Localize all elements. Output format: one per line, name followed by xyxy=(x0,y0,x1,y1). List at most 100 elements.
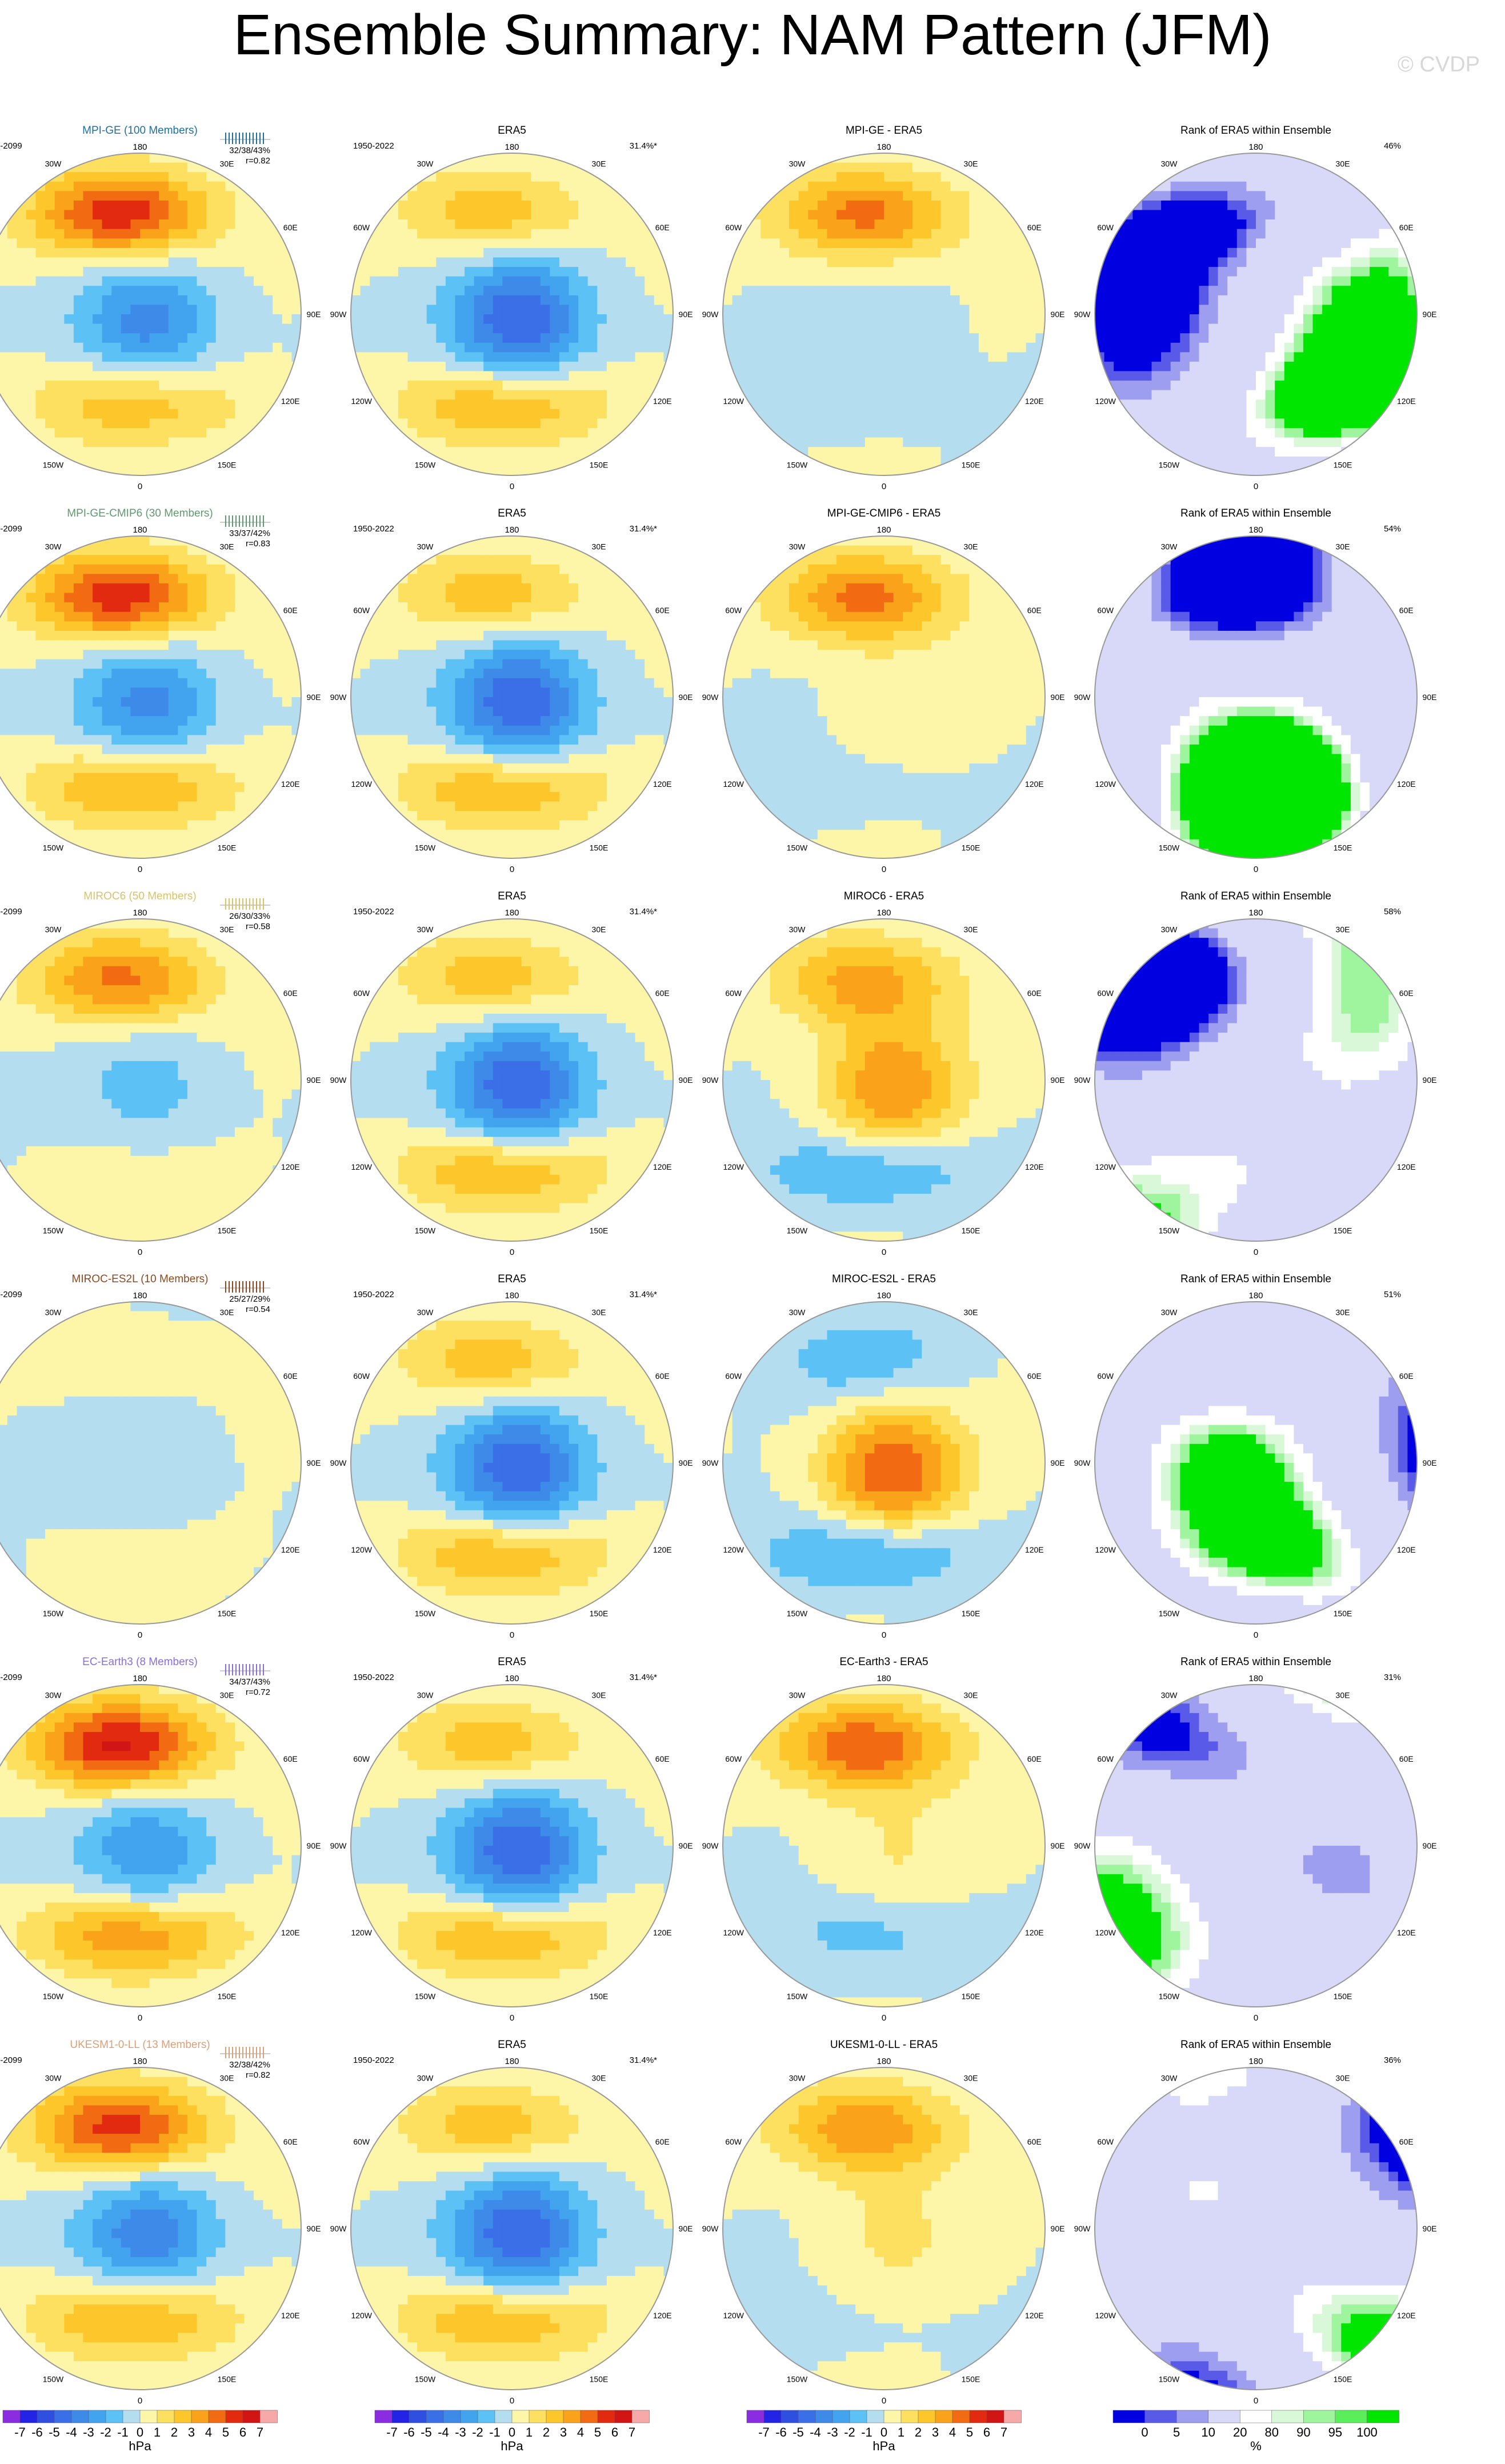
panel-title-rank: Rank of ERA5 within Ensemble xyxy=(1180,507,1331,519)
lon-label-west: 150W xyxy=(1159,843,1180,852)
lon-label-west: 120W xyxy=(723,397,744,406)
lon-label-west: 30W xyxy=(417,1691,434,1700)
rank-percent: 36% xyxy=(1384,2055,1401,2065)
lon-label-east: 90E xyxy=(1051,1841,1065,1850)
lon-label-east: 60E xyxy=(655,606,670,615)
lon-label-bottom: 0 xyxy=(1254,482,1258,491)
map-field xyxy=(1095,153,1418,476)
lon-label-east: 120E xyxy=(1025,779,1044,789)
map-field xyxy=(723,2067,1046,2390)
period-label: 1950-2022 xyxy=(353,1290,394,1299)
lon-label-west: 120W xyxy=(1095,397,1116,406)
lon-label-east: 60E xyxy=(1027,989,1042,998)
lon-label-top: 180 xyxy=(1248,2057,1263,2066)
colorbar-tick: 5 xyxy=(222,2425,229,2439)
lon-label-top: 180 xyxy=(505,1291,519,1301)
colorbar-swatch xyxy=(867,2410,884,2423)
lon-label-west: 120W xyxy=(0,779,1,789)
map-field xyxy=(0,919,302,1242)
lon-label-west: 90W xyxy=(330,1841,347,1850)
colorbar-swatch xyxy=(191,2410,209,2423)
lon-label-bottom: 0 xyxy=(882,1247,886,1257)
map-panel-r3-c1: 1800150W150E120W120E90W90E60W60E30W30EMI… xyxy=(0,890,321,1257)
lon-label-top: 180 xyxy=(1248,525,1263,535)
colorbar-tick: -7 xyxy=(386,2425,398,2439)
colorbar-tick: 2 xyxy=(915,2425,922,2439)
colorbar-tick: 20 xyxy=(1233,2425,1247,2439)
lon-label-west: 30W xyxy=(45,1691,62,1700)
lon-label-west: 150W xyxy=(43,1609,64,1618)
lon-label-east: 60E xyxy=(1399,223,1414,232)
map-field xyxy=(1095,1685,1418,2007)
lon-label-east: 90E xyxy=(1423,1075,1437,1085)
map-field xyxy=(723,919,1046,1242)
lon-label-east: 30E xyxy=(220,925,234,934)
lon-label-west: 150W xyxy=(415,460,436,469)
lon-label-east: 150E xyxy=(590,2374,609,2383)
panel-title-obs: ERA5 xyxy=(498,2039,526,2051)
lon-label-west: 150W xyxy=(1159,460,1180,469)
lon-label-east: 60E xyxy=(1027,1754,1042,1763)
map-field xyxy=(1095,2067,1418,2390)
lon-label-east: 30E xyxy=(220,1308,234,1317)
copyright-label: © CVDP xyxy=(1398,53,1480,77)
lon-label-east: 150E xyxy=(962,1609,980,1618)
map-field xyxy=(351,1685,674,2007)
ensemble-spread-icon xyxy=(220,515,270,527)
lon-label-west: 60W xyxy=(725,606,742,615)
lon-label-east: 60E xyxy=(1027,606,1042,615)
lon-label-east: 30E xyxy=(964,159,978,169)
lon-label-west: 150W xyxy=(415,1609,436,1618)
lon-label-west: 120W xyxy=(1095,1545,1116,1554)
lon-label-west: 30W xyxy=(1161,2074,1178,2083)
panel-title-difference: EC-Earth3 - ERA5 xyxy=(839,1656,928,1668)
colorbar-tick: -1 xyxy=(861,2425,872,2439)
colorbar-swatch xyxy=(529,2410,547,2423)
lon-label-east: 60E xyxy=(283,223,298,232)
map-panel-r5-c1: 1800150W150E120W120E90W90E60W60E30W30EEC… xyxy=(0,1656,321,2023)
colorbar-tick: 100 xyxy=(1356,2425,1378,2439)
lon-label-east: 60E xyxy=(283,989,298,998)
lon-label-east: 30E xyxy=(220,1691,234,1700)
panel-title-model: UKESM1-0-LL (13 Members) xyxy=(70,2039,210,2051)
lon-label-west: 150W xyxy=(787,1609,808,1618)
colorbar-swatch xyxy=(3,2410,21,2423)
colorbar-swatch xyxy=(901,2410,919,2423)
rank-percent: 51% xyxy=(1384,1290,1401,1299)
ensemble-stats: 34/37/43% xyxy=(229,1677,270,1687)
colorbar-tick: -6 xyxy=(775,2425,787,2439)
lon-label-east: 60E xyxy=(655,1371,670,1381)
map-field xyxy=(0,536,302,859)
lon-label-east: 30E xyxy=(1336,2074,1350,2083)
period-label: 1950-2022 xyxy=(353,524,394,534)
lon-label-east: 60E xyxy=(1399,1754,1414,1763)
lon-label-top: 180 xyxy=(133,1291,147,1301)
lon-label-top: 180 xyxy=(505,525,519,535)
lon-label-east: 150E xyxy=(1334,1991,1352,2001)
panel-title-rank: Rank of ERA5 within Ensemble xyxy=(1180,1273,1331,1285)
lon-label-west: 120W xyxy=(0,1162,1,1171)
pattern-correlation: r=0.72 xyxy=(246,1687,270,1697)
lon-label-west: 150W xyxy=(1159,1609,1180,1618)
lon-label-bottom: 0 xyxy=(1254,865,1258,874)
lon-label-east: 120E xyxy=(653,1928,672,1937)
panel-title-rank: Rank of ERA5 within Ensemble xyxy=(1180,890,1331,902)
variance-explained: 31.4%* xyxy=(630,524,658,534)
lon-label-top: 180 xyxy=(1248,142,1263,152)
colorbar-tick: 7 xyxy=(1000,2425,1007,2439)
rank-percent: 46% xyxy=(1384,141,1401,151)
lon-label-east: 90E xyxy=(307,1075,321,1085)
lon-label-west: 90W xyxy=(330,2224,347,2233)
colorbar-swatch xyxy=(106,2410,123,2423)
map-field xyxy=(351,536,674,859)
colorbar-swatch xyxy=(37,2410,55,2423)
variance-explained: 31.4%* xyxy=(630,1290,658,1299)
variance-explained: 31.4%* xyxy=(630,907,658,917)
colorbar-tick: -1 xyxy=(117,2425,129,2439)
lon-label-east: 120E xyxy=(1397,1545,1416,1554)
